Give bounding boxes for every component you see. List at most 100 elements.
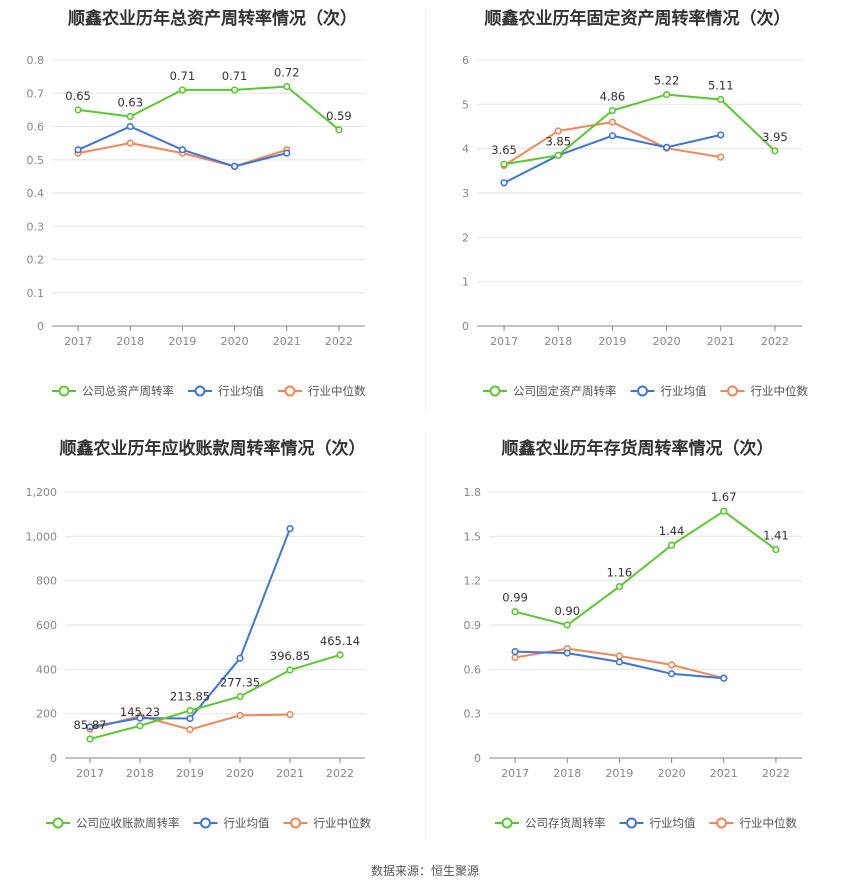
data-label: 0.71 [170,69,196,83]
x-tick-label: 2018 [553,767,581,780]
chart-title: 顺鑫农业历年总资产周转率情况（次） [68,9,357,29]
y-tick-label: 0.7 [27,87,45,100]
x-tick-label: 2022 [761,335,789,348]
legend-label: 行业均值 [650,816,696,830]
data-point [230,162,239,170]
data-point [662,90,671,99]
data-point [236,711,244,720]
x-tick-label: 2020 [226,767,254,780]
data-point [283,149,291,157]
legend-marker [290,817,301,829]
data-label: 1.16 [607,566,633,580]
data-label: 213.85 [170,690,210,704]
x-tick-label: 2021 [710,767,738,780]
data-point [126,122,134,131]
data-point [615,582,624,591]
legend-marker [58,385,70,397]
data-point [178,146,187,154]
legend-label: 公司应收账款周转率 [76,816,180,830]
y-tick-label: 0.3 [464,708,482,721]
y-tick-label: 0.8 [27,54,45,67]
vertical-divider [425,432,426,840]
data-label: 145.23 [120,705,160,719]
legend-label: 公司总资产周转率 [82,384,174,398]
y-tick-label: 1 [462,276,469,289]
legend-label: 行业均值 [224,816,270,830]
legend-item: 行业中位数 [720,384,809,398]
data-point [511,648,519,656]
data-label: 0.65 [65,89,91,103]
series-line-0 [77,85,340,131]
legend-marker [284,385,296,397]
y-tick-label: 3 [462,187,469,200]
legend-marker [501,817,513,829]
legend-item: 公司应收账款周转率 [46,816,180,830]
chart-svg: 0 0.3 0.6 0.9 1.2 1.5 1.8 2017 2018 2019 2020 2021 2… [464,486,802,830]
data-point [717,153,725,161]
data-point [554,127,562,135]
x-tick-label: 2020 [658,767,686,780]
y-tick-label: 0 [474,752,481,765]
data-label: 3.65 [491,143,517,157]
legend-label: 行业中位数 [314,816,372,830]
legend-item: 公司存货周转率 [495,816,606,830]
data-label: 5.11 [708,78,734,92]
data-label: 0.99 [502,591,528,605]
data-point [230,86,239,94]
data-point [86,723,94,731]
data-label: 0.71 [222,69,248,83]
data-point [74,146,82,154]
y-tick-label: 0 [37,320,44,333]
data-point [615,658,624,666]
vertical-divider [425,10,426,410]
data-label: 1.44 [659,524,685,538]
data-point [86,735,94,743]
data-point [136,722,144,730]
chart-svg: 0 200 400 600 800 1,000 1,200 2017 2018 2019 2020 2… [26,486,372,830]
data-point [717,95,725,104]
data-point [667,670,676,678]
y-tick-label: 1.2 [464,575,482,588]
series-line-0 [89,653,341,740]
data-label: 4.86 [600,90,626,104]
data-point [608,118,617,126]
x-tick-label: 2021 [707,335,735,348]
y-tick-label: 0.2 [27,254,45,267]
legend-label: 行业中位数 [751,384,809,398]
data-point [720,507,728,515]
data-point [667,661,676,669]
chart-panel-total-asset-turnover: 顺鑫农业历年总资产周转率情况（次） 0 0.1 0.2 0.3 0.4 0.5 0.6 0.7… [0,0,425,410]
data-point [772,546,780,554]
x-tick-label: 2022 [325,335,353,348]
legend-label: 行业中位数 [740,816,798,830]
y-tick-label: 1.8 [464,486,482,499]
y-tick-label: 6 [462,54,469,67]
series-line-0 [514,509,777,627]
x-tick-label: 2022 [762,767,790,780]
legend-item: 行业中位数 [709,816,798,830]
data-label: 1.41 [763,529,789,543]
data-point [286,666,294,674]
legend-item: 公司总资产周转率 [52,384,174,398]
data-point [720,674,728,682]
data-point [136,714,144,722]
legend-item: 行业均值 [619,816,696,830]
y-tick-label: 5 [462,98,469,111]
data-point [511,653,519,662]
data-label: 0.63 [117,96,143,110]
chart-panel-inventory-turnover: 顺鑫农业历年存货周转率情况（次） 0 0.3 0.6 0.9 1.2 1.5 1.8 2017… [425,430,850,840]
legend-label: 行业中位数 [308,384,366,398]
data-point [554,151,562,159]
x-tick-label: 2017 [64,335,92,348]
data-point [178,86,187,94]
data-label: 85.87 [74,718,107,732]
legend-marker [727,385,738,397]
data-point [335,126,343,134]
chart-title: 顺鑫农业历年应收账款周转率情况（次） [59,439,366,459]
series-line-0 [503,93,776,166]
chart-panel-fixed-asset-turnover: 顺鑫农业历年固定资产周转率情况（次） 0 1 2 3 4 5 6 2017 2018 2019 20… [425,0,850,410]
data-point [667,541,676,549]
data-point [608,132,617,140]
data-point [615,652,624,660]
data-point [186,714,194,723]
